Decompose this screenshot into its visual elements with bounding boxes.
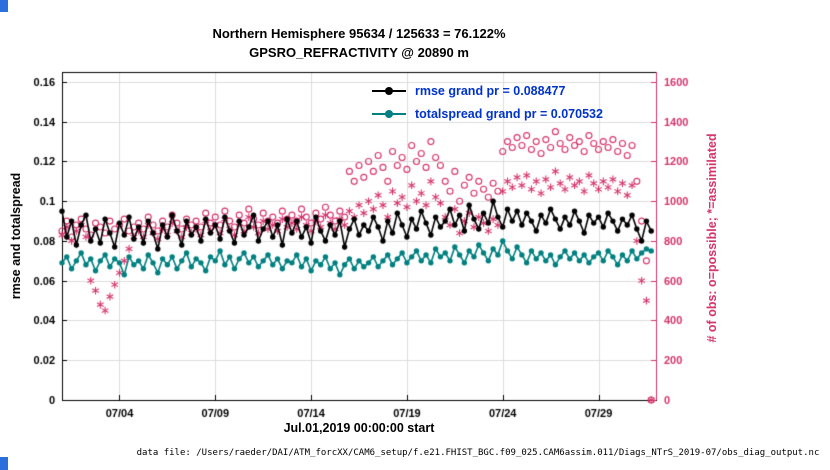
legend-entry-totalspread: totalspread grand pr = 0.070532: [372, 102, 603, 125]
rmse-marker-icon: [385, 86, 393, 95]
right-axis-label: # of obs: o=possible; *=assimilated: [705, 133, 719, 343]
chart-title: Northern Hemisphere 95634 / 125633 = 76.…: [62, 24, 656, 62]
title-line-2: GPSRO_REFRACTIVITY @ 20890 m: [249, 45, 469, 60]
legend: rmse grand pr = 0.088477 totalspread gra…: [372, 79, 603, 125]
legend-entry-rmse: rmse grand pr = 0.088477: [372, 79, 603, 102]
legend-label-totalspread: totalspread grand pr = 0.070532: [415, 106, 603, 121]
legend-label-rmse: rmse grand pr = 0.088477: [415, 83, 566, 98]
totalspread-line-sample: [372, 109, 406, 118]
title-line-1: Northern Hemisphere 95634 / 125633 = 76.…: [212, 26, 506, 41]
left-axis-label: rmse and totalspread: [9, 172, 23, 300]
totalspread-marker-icon: [385, 109, 393, 118]
x-axis-label: Jul.01,2019 00:00:00 start: [283, 421, 435, 435]
rmse-line-sample: [372, 86, 406, 95]
data-file-path: data file: /Users/raeder/DAI/ATM_forcXX/…: [136, 448, 820, 458]
